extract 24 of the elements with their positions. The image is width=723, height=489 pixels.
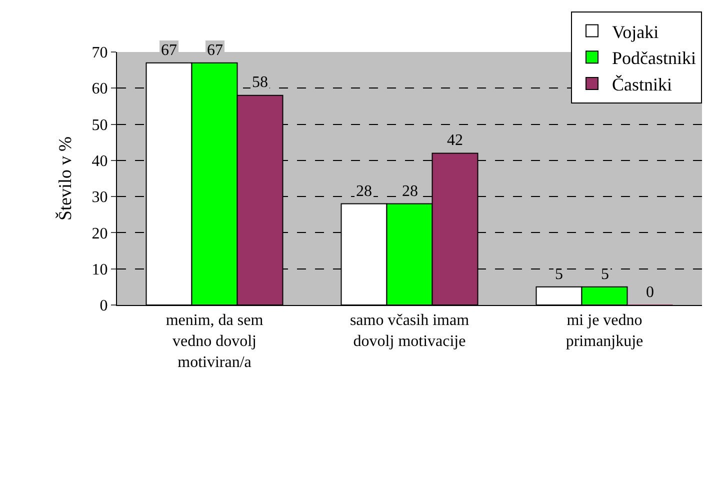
y-tick-label: 70 (92, 44, 108, 62)
y-axis-title: Število v % (55, 136, 75, 220)
data-label: 0 (646, 284, 654, 301)
y-tick-label: 40 (92, 153, 108, 170)
legend-label: Častniki (612, 74, 672, 95)
data-label: 58 (252, 74, 268, 91)
data-label: 28 (402, 183, 418, 200)
data-label: 5 (601, 266, 609, 283)
legend-label: Podčastniki (612, 48, 696, 68)
data-label: 28 (356, 183, 372, 200)
x-tick-label: mi je vedno primanjkuje (566, 312, 644, 350)
y-tick-label: 30 (92, 189, 108, 206)
y-tick-label: 60 (92, 80, 108, 98)
data-label: 5 (555, 266, 563, 283)
y-tick-label: 0 (100, 298, 108, 315)
legend-label: Vojaki (612, 22, 659, 42)
x-tick-label: samo včasih imam dovolj motivacije (350, 312, 470, 350)
y-tick-label: 20 (92, 225, 108, 242)
x-tick-label: menim, da sem vedno dovolj motiviran/a (166, 312, 264, 371)
y-tick-label: 10 (92, 261, 108, 278)
y-tick-label: 50 (92, 116, 108, 134)
data-label: 67 (207, 42, 223, 59)
data-label: 67 (161, 42, 177, 59)
data-label: 42 (447, 132, 463, 149)
